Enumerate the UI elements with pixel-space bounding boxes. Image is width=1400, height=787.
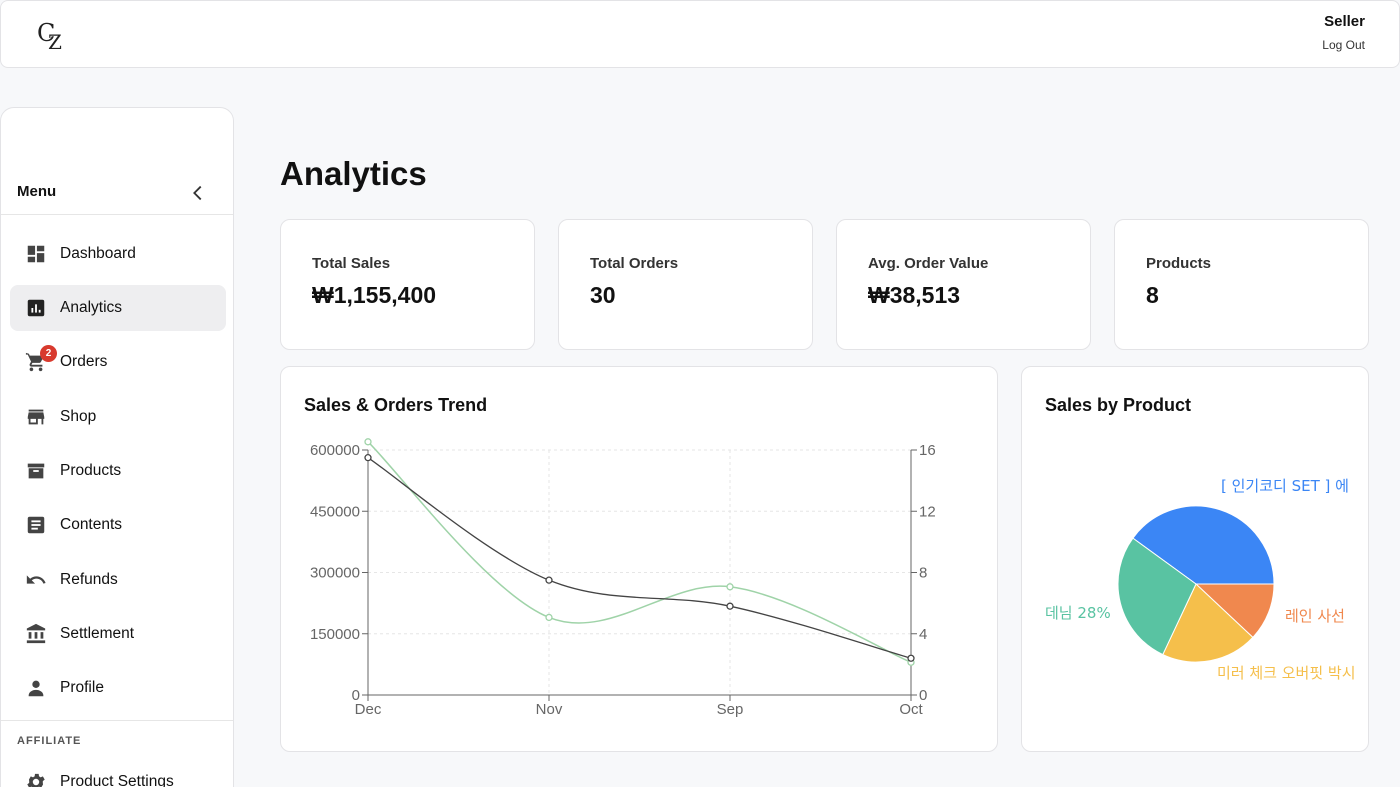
stat-label: Total Orders [590,255,679,272]
article-icon [27,516,45,534]
trend-chart-card: Sales & Orders Trend 0 150000 300000 450000… [280,366,998,752]
y-right-tick-label: 12 [919,503,936,520]
menu-title: Menu [17,183,57,200]
cart-icon [25,352,45,372]
sidebar-item-dashboard[interactable]: Dashboard [10,231,226,277]
sidebar-item-label: Settlement [60,625,135,642]
y-left-tick-label: 300000 [310,565,360,582]
y-right-tick-label: 0 [919,687,927,704]
x-tick-label: Nov [536,701,563,718]
pie-slice-label: [ 인기코디 SET ] 에 [1221,477,1349,495]
orders-count-badge: 2 [40,345,57,362]
sidebar-item-label: Product Settings [60,773,174,787]
dashboard-icon [27,245,45,263]
pie-slice-label: 레인 사선 [1285,607,1345,625]
orders-point [364,454,372,462]
y-left-tick-label: 450000 [310,503,360,520]
stat-label: Total Sales [312,255,391,272]
sales-point [726,583,734,591]
stat-value: ₩38,513 [868,282,961,308]
sidebar-item-contents[interactable]: Contents [10,502,226,548]
sidebar-item-label: Orders [60,353,108,370]
sidebar-item-orders[interactable]: 2 Orders [10,339,226,385]
y-left-tick-label: 150000 [310,626,360,643]
collapse-sidebar-button[interactable] [187,182,209,204]
undo-icon [26,575,46,584]
pie-slice [1162,583,1254,663]
x-tick-label: Sep [717,701,744,718]
sidebar-item-products[interactable]: Products [10,448,226,494]
trend-chart-title: Sales & Orders Trend [304,395,488,415]
orders-point [545,576,553,584]
x-tick-label: Dec [355,701,382,718]
stat-value: ₩1,155,400 [312,282,437,308]
sidebar-item-label: Contents [60,516,123,533]
sidebar-item-label: Dashboard [60,245,136,262]
sidebar-item-shop[interactable]: Shop [10,394,226,440]
stat-label: Avg. Order Value [868,255,989,272]
orders-point [907,654,915,662]
sales-point [545,613,553,622]
sidebar-item-analytics[interactable]: Analytics [10,285,226,331]
sidebar-item-label: Shop [60,408,97,425]
stat-card-total-orders: Total Orders 30 [558,219,813,350]
sidebar-item-refunds[interactable]: Refunds [10,557,226,603]
affiliate-section-label: AFFILIATE [17,735,82,747]
y-right-tick-label: 8 [919,565,927,582]
y-left-tick-label: 0 [352,687,360,704]
y-right-tick-label: 16 [919,442,936,459]
sidebar-item-label: Products [60,462,122,479]
user-block: Seller Log Out [1322,13,1365,52]
sidebar-item-product-settings[interactable]: Product Settings [10,759,226,787]
sales-series-line [367,441,912,664]
stat-card-avg-order-value: Avg. Order Value ₩38,513 [836,219,1091,350]
page-title: Analytics [280,155,427,192]
y-right-tick-label: 4 [919,626,927,643]
sales-point [364,438,372,446]
sidebar-item-settlement[interactable]: Settlement [10,611,226,657]
stat-value: 30 [590,282,616,308]
pie-slice-label: 데님 28% [1045,604,1111,622]
pie-slice [1132,505,1275,585]
logout-link[interactable]: Log Out [1322,38,1365,52]
sidebar-item-profile[interactable]: Profile [10,665,226,711]
sidebar-divider [1,720,233,721]
sidebar-item-label: Profile [60,679,104,696]
stat-card-products: Products 8 [1114,219,1369,350]
stat-card-total-sales: Total Sales ₩1,155,400 [280,219,535,350]
bank-icon [26,623,46,644]
stat-value: 8 [1146,282,1159,308]
trend-line-chart: 0 150000 300000 450000 600000 0 4 8 12 16 Dec Nov Se… [310,438,936,718]
y-left-tick-label: 600000 [310,442,360,459]
pie-slice [1117,537,1197,656]
person-icon [28,680,44,697]
analytics-icon [27,299,45,317]
user-role: Seller [1324,13,1365,30]
pie-slice-label: 미러 체크 오버핏 박시 [1217,664,1356,682]
orders-point [726,602,734,610]
chevron-left-icon [193,185,202,201]
orders-series-line [367,457,912,659]
product-pie-title: Sales by Product [1045,395,1192,415]
sidebar-item-label: Analytics [60,299,123,316]
sidebar-item-label: Refunds [60,571,118,588]
stat-label: Products [1146,255,1212,272]
sidebar: Menu Dashboard Analytics 2 Orders Shop P… [0,107,234,787]
archive-icon [27,463,45,479]
x-tick-label: Oct [899,701,923,718]
store-icon [27,409,45,425]
menu-header: Menu [1,108,233,215]
gear-icon [27,773,45,787]
